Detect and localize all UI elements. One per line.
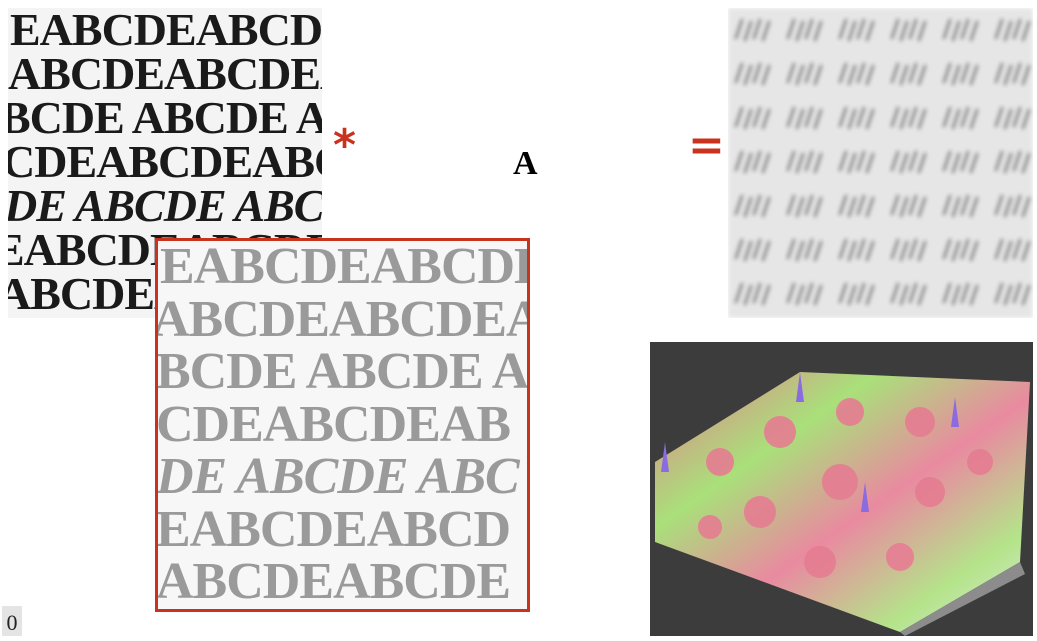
operator: *: [333, 120, 356, 171]
text-row: BCDE ABCDE A: [156, 346, 527, 399]
text-row: EABCDEABCDE: [10, 8, 322, 52]
kernel: A: [513, 145, 538, 183]
correlation-image: [728, 8, 1033, 318]
text-row: BCDE ABCDE A: [8, 96, 322, 140]
equals: =: [688, 120, 725, 171]
text-row: ABCDEABCDEA: [8, 52, 322, 96]
text-row: DE ABCDE ABC: [156, 451, 527, 504]
text-row: ABCDEABCDE: [156, 556, 527, 609]
surface-plot: [650, 342, 1033, 636]
overlay-image: EABCDEABCDE ABCDEABCDEA BCDE ABCDE A CDE…: [155, 238, 530, 612]
slide: EABCDEABCDE ABCDEABCDEA BCDE ABCDE A CDE…: [0, 0, 1037, 641]
text-row: CDEABCDEABC: [8, 140, 322, 184]
page-number: 0: [2, 606, 22, 636]
text-row: EABCDEABCD: [156, 504, 527, 557]
text-row: EABCDEABCDE: [160, 241, 527, 294]
text-row: CDEABCDEAB: [156, 399, 527, 452]
text-row: ABCDEABCDEA: [155, 294, 527, 347]
text-row: DE ABCDE ABC: [8, 184, 322, 228]
